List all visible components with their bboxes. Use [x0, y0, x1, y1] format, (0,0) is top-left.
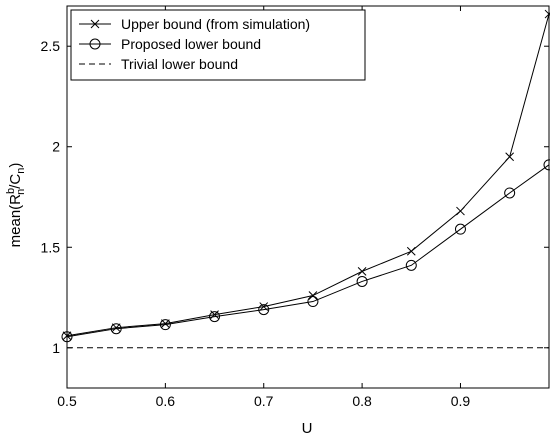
legend-box: [70, 9, 366, 81]
legend-marker-2: [89, 38, 101, 50]
data-point-series-2: [307, 296, 319, 308]
axes-box: [66, 5, 550, 389]
x-tick-label: 0.8: [352, 393, 372, 409]
x-tick-label: 0.5: [57, 393, 77, 409]
legend-label-1: Upper bound (from simulation): [121, 16, 310, 32]
data-point-series-2: [504, 187, 516, 199]
y-tick-label: 2.5: [41, 38, 61, 54]
x-tick-label: 0.9: [451, 393, 471, 409]
data-point-series-1: [505, 152, 515, 162]
data-point-series-2: [405, 259, 417, 271]
x-axis-label: U: [302, 420, 313, 437]
legend-label-2: Proposed lower bound: [121, 36, 261, 52]
data-point-series-2: [258, 304, 270, 316]
data-point-series-1: [308, 291, 318, 300]
x-tick-label: 0.7: [254, 393, 274, 409]
data-point-series-1: [357, 267, 367, 276]
data-point-series-2: [61, 331, 73, 343]
data-point-series-1: [456, 206, 465, 216]
data-point-series-1: [544, 9, 550, 19]
y-tick-label: 1: [52, 340, 60, 356]
x-tick-label: 0.6: [156, 393, 176, 409]
legend-marker-1: [90, 19, 100, 29]
data-point-series-2: [543, 159, 550, 171]
series-line-2: [66, 164, 550, 338]
data-point-series-2: [110, 323, 122, 335]
y-tick-label: 2: [52, 139, 60, 155]
legend-label-3: Trivial lower bound: [121, 56, 238, 72]
data-point-series-2: [454, 223, 466, 235]
data-point-series-2: [209, 311, 221, 323]
plot-area: 0.5 0.6 0.7 0.8 0.9 1 1.5 2 2.5: [41, 5, 550, 409]
data-point-series-2: [159, 319, 171, 331]
y-axis-label: mean(Rbn/Cn): [5, 163, 27, 248]
data-point-series-1: [406, 246, 416, 256]
legend: Upper bound (from simulation) Proposed lo…: [70, 9, 366, 81]
data-point-series-2: [356, 275, 368, 287]
y-tick-label: 1.5: [41, 239, 61, 255]
